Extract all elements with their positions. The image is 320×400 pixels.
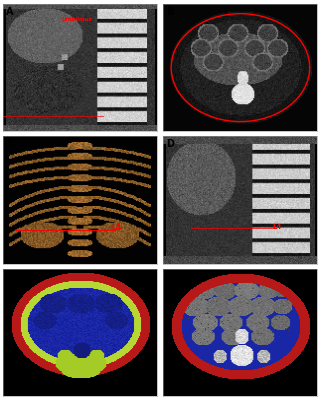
Text: D: D (166, 139, 174, 149)
Text: L4: L4 (272, 224, 282, 230)
Text: B: B (166, 6, 173, 16)
Text: A: A (6, 6, 14, 16)
Text: L4: L4 (111, 223, 121, 232)
Text: F: F (166, 271, 173, 281)
Text: C: C (6, 139, 13, 149)
Text: Umbilious: Umbilious (62, 17, 92, 22)
Text: E: E (6, 271, 13, 281)
